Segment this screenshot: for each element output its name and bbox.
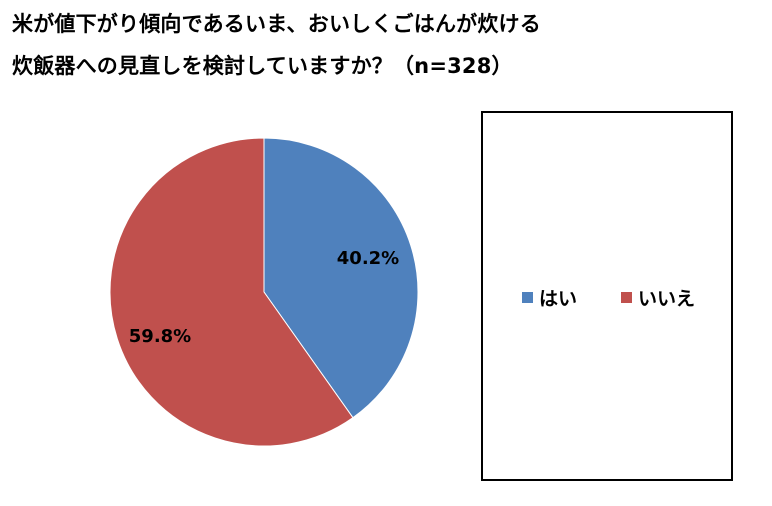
data-label-yes: 40.2% [337, 248, 399, 269]
chart-title: 米が値下がり傾向であるいま、おいしくごはんが炊ける [12, 12, 541, 36]
pie-slice-yes [263, 137, 419, 419]
pie-slice-no [109, 137, 354, 447]
data-label-no: 59.8% [129, 326, 191, 347]
legend-swatch-no [621, 292, 632, 303]
legend-label-no: いいえ [638, 288, 696, 310]
legend-item-yes: はい [522, 284, 577, 311]
legend-swatch-yes [522, 292, 533, 303]
legend: はい いいえ [481, 111, 733, 481]
legend-item-no: いいえ [621, 284, 695, 311]
chart-subtitle: 炊飯器への見直しを検討していますか？（n=328） [12, 54, 513, 78]
legend-label-yes: はい [539, 288, 578, 310]
